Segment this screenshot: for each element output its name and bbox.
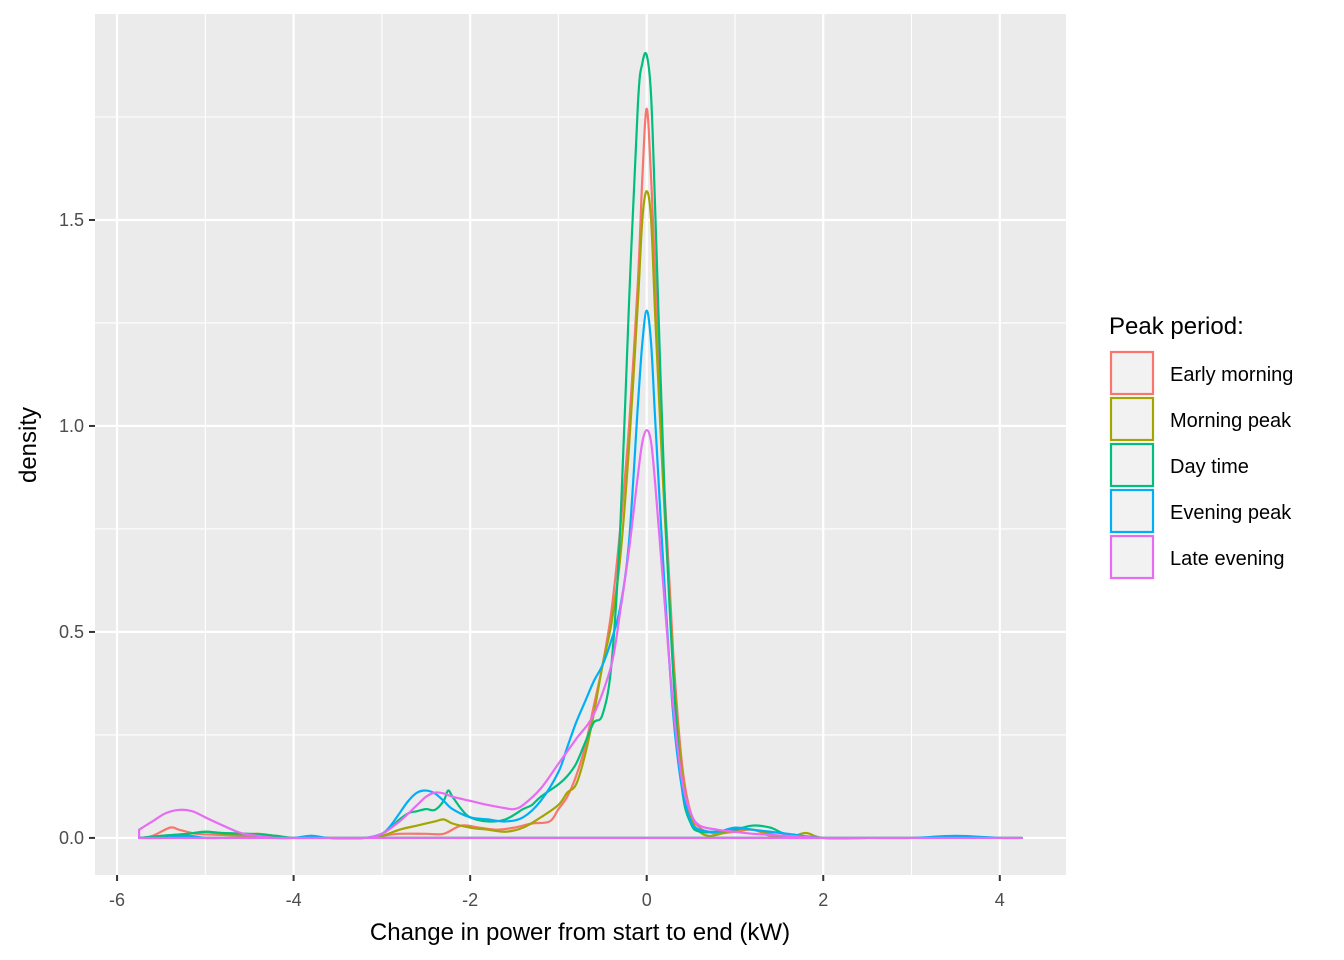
- x-tick-label: 2: [818, 890, 828, 910]
- legend-label-morning-peak: Morning peak: [1170, 410, 1292, 432]
- legend-items: Early morning Morning peak Day time Evening…: [1109, 350, 1293, 580]
- legend-key-morning-peak: [1109, 396, 1155, 442]
- x-axis: -6 -4 -2 0 2 4: [109, 875, 1005, 910]
- x-axis-title: Change in power from start to end (kW): [370, 919, 790, 946]
- legend-label-late-evening: Late evening: [1170, 548, 1285, 570]
- legend-label-early-morning: Early morning: [1170, 364, 1293, 386]
- legend-label-day-time: Day time: [1170, 456, 1249, 478]
- x-tick-label: -4: [286, 890, 302, 910]
- x-tick-label: 0: [642, 890, 652, 910]
- grid-major: [95, 14, 1066, 875]
- y-tick-label: 1.0: [59, 416, 84, 436]
- x-tick-label: 4: [995, 890, 1005, 910]
- legend-key-evening-peak: [1109, 488, 1155, 534]
- legend-key-early-morning: [1109, 350, 1155, 396]
- y-tick-label: 0.5: [59, 622, 84, 642]
- series-line-late-evening: [138, 428, 1023, 840]
- y-tick-label: 1.5: [59, 210, 84, 230]
- series-layer: [138, 51, 1023, 840]
- y-axis: 0.0 0.5 1.0 1.5: [59, 210, 95, 848]
- x-tick-label: -6: [109, 890, 125, 910]
- legend-key-late-evening: [1109, 534, 1155, 580]
- y-axis-title: density: [15, 407, 42, 483]
- plot-background: [95, 14, 1066, 875]
- legend-label-evening-peak: Evening peak: [1170, 502, 1292, 524]
- legend: Peak period: Early morning Morning peak Da…: [1109, 313, 1293, 580]
- y-tick-label: 0.0: [59, 828, 84, 848]
- legend-title: Peak period:: [1109, 313, 1244, 340]
- legend-key-day-time: [1109, 442, 1155, 488]
- x-tick-label: -2: [462, 890, 478, 910]
